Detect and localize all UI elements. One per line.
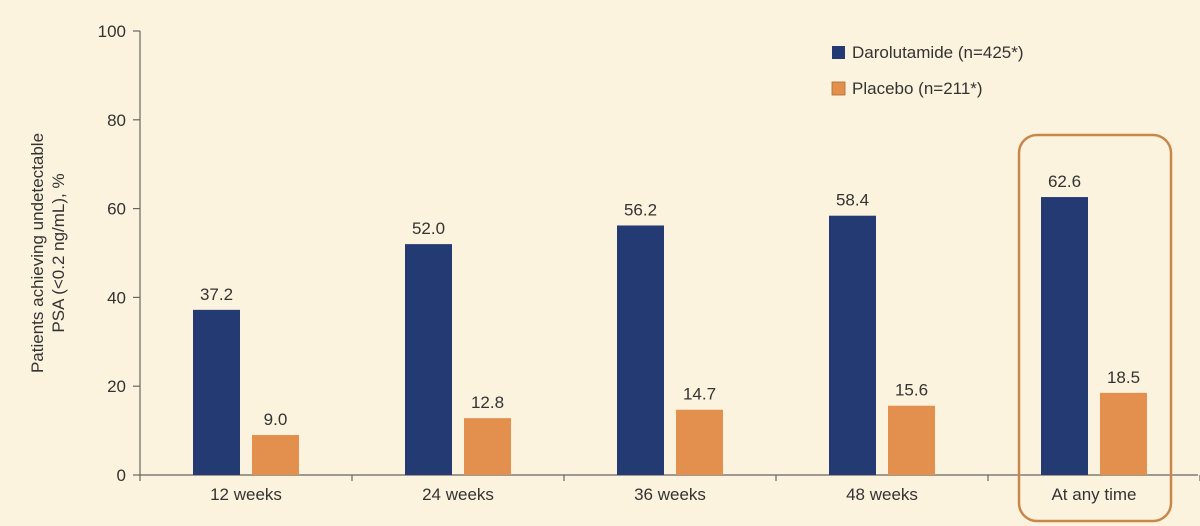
legend-label-placebo: Placebo (n=211*) [852,79,983,98]
bar-placebo [888,405,935,475]
bar-darolutamide [1041,197,1088,475]
y-tick-label: 100 [98,22,126,41]
data-label: 14.7 [683,385,716,404]
x-tick-label: At any time [1051,485,1136,504]
y-axis-label: Patients achieving undetectable PSA (<0.2… [28,133,68,373]
bar-placebo [676,409,723,475]
y-axis-label-line: Patients achieving undetectable [28,133,47,373]
y-tick-label: 60 [107,200,126,219]
data-label: 18.5 [1107,368,1140,387]
data-label: 56.2 [624,200,657,219]
y-axis-title: Patients achieving undetectable PSA (<0.2… [28,133,68,373]
data-label: 52.0 [412,219,445,238]
x-tick-label: 36 weeks [634,485,706,504]
highlight-group [1017,133,1173,523]
y-tick-label: 0 [117,466,126,485]
y-tick-label: 20 [107,377,126,396]
bar-placebo [1100,392,1147,475]
x-tick-label: 12 weeks [210,485,282,504]
bar-darolutamide [193,309,240,475]
bar-placebo [464,418,511,475]
data-label: 12.8 [471,393,504,412]
legend: Darolutamide (n=425*) Placebo (n=211*) [831,43,1024,98]
y-axis-label-line: PSA (<0.2 ng/mL), % [49,173,68,332]
data-label: 37.2 [200,285,233,304]
data-label: 58.4 [836,191,869,210]
x-tick-label: 24 weeks [422,485,494,504]
data-label: 9.0 [264,410,288,429]
x-axis-ticks: 12 weeks 24 weeks 36 weeks 48 weeks At any t… [139,475,1200,504]
data-label: 15.6 [895,381,928,400]
bar-darolutamide [617,225,664,475]
bar-darolutamide [405,244,452,475]
y-tick-label: 80 [107,111,126,130]
bars: 37.2 9.0 52.0 12.8 56.2 14.7 58.4 15.6 62.6 18.5 [193,172,1147,476]
legend-swatch-darolutamide [832,46,845,59]
legend-label-darolutamide: Darolutamide (n=425*) [852,43,1024,62]
y-axis-ticks: 0 20 40 60 80 100 [98,22,140,485]
bar-placebo [252,435,299,475]
data-label: 62.6 [1048,172,1081,191]
axes [139,31,1198,476]
y-tick-label: 40 [107,288,126,307]
highlight-box [1017,133,1173,523]
bar-darolutamide [829,215,876,476]
x-tick-label: 48 weeks [846,485,918,504]
legend-swatch-placebo [831,81,846,96]
